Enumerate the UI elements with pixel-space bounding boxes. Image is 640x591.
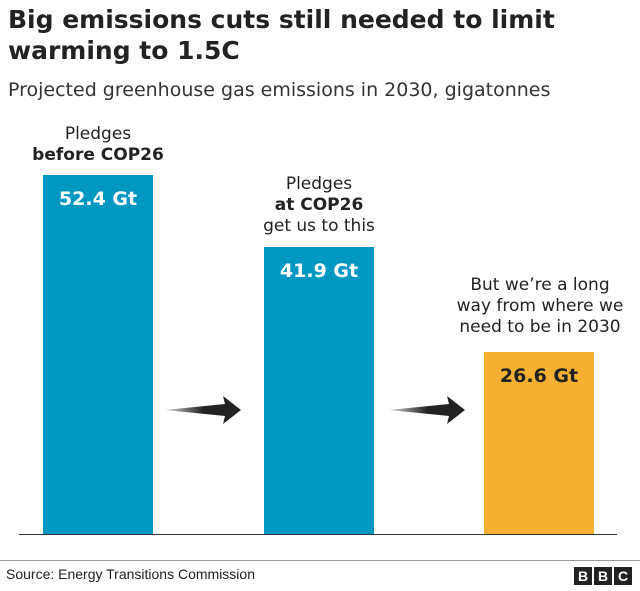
- annotation-before-cop26: Pledges before COP26: [23, 124, 173, 166]
- annotation-at-cop26: Pledges at COP26 get us to this: [239, 174, 399, 237]
- bar-0: [43, 175, 153, 534]
- annotation-text: need to be in 2030: [459, 317, 621, 337]
- arrow-right-icon: [165, 396, 241, 424]
- chart-title: Big emissions cuts still needed to limit…: [8, 5, 555, 65]
- annotation-bold: before COP26: [32, 145, 164, 165]
- annotation-bold: at COP26: [274, 195, 364, 215]
- bar-value-label: 26.6 Gt: [499, 364, 579, 387]
- annotation-text: way from where we: [456, 296, 624, 316]
- annotation-text: Pledges: [285, 174, 353, 194]
- chart-subtitle: Projected greenhouse gas emissions in 20…: [8, 79, 551, 101]
- bar-value-label: 41.9 Gt: [279, 259, 359, 282]
- annotation-text: get us to this: [263, 216, 375, 236]
- annotation-text: But we’re a long: [470, 275, 610, 295]
- annotation-needed: But we’re a long way from where we need …: [449, 275, 631, 338]
- footer-divider: [0, 560, 640, 561]
- annotation-text: Pledges: [64, 124, 132, 144]
- bar-1: [264, 246, 374, 534]
- bar-value-label: 52.4 Gt: [58, 188, 138, 210]
- source-text: Source: Energy Transitions Commission: [6, 566, 255, 582]
- arrow-right-icon: [389, 396, 465, 424]
- x-axis-baseline: [19, 534, 617, 535]
- bar-2: [484, 351, 594, 534]
